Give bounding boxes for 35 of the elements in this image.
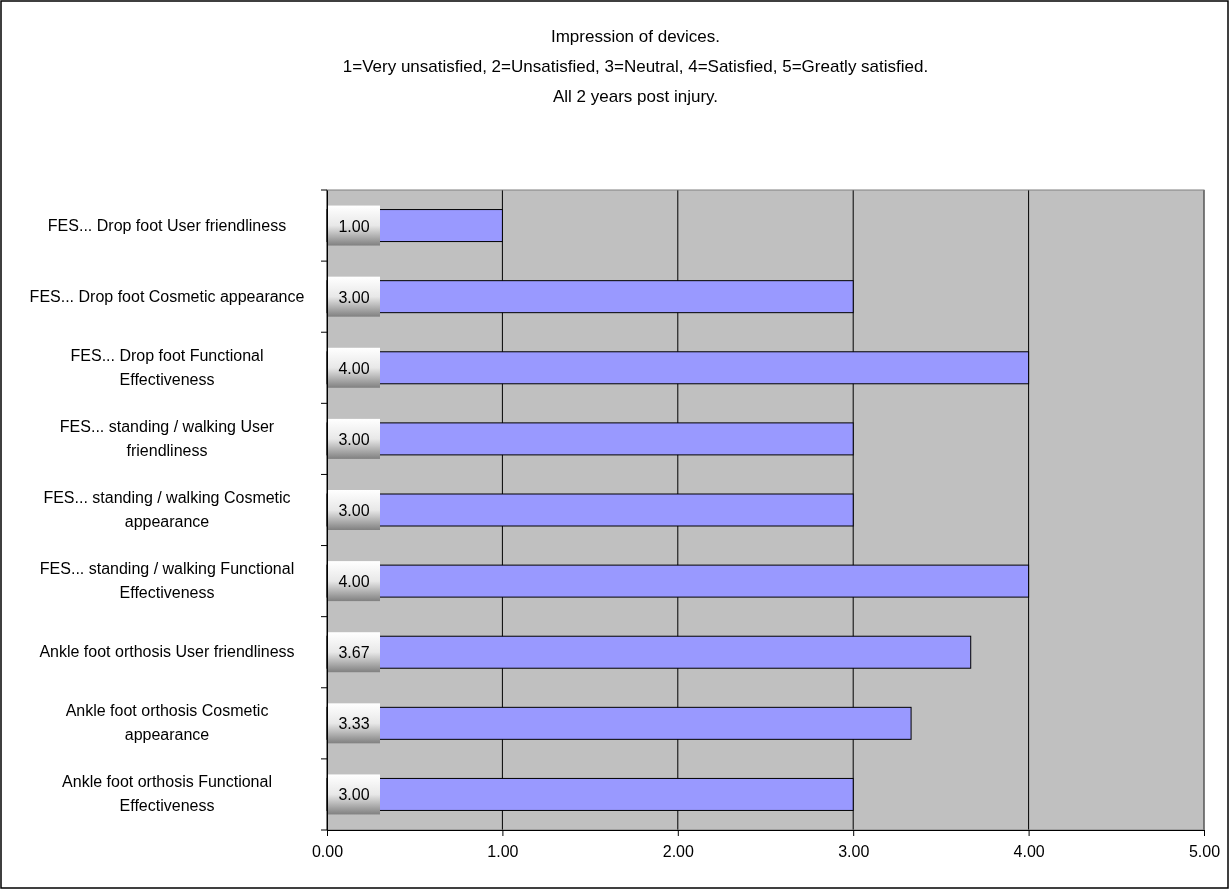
- y-tick-label: Ankle foot orthosis User friendliness: [39, 643, 295, 661]
- chart-subtitle: 1=Very unsatisfied, 2=Unsatisfied, 3=Neutral, 4=Satisfied, 5=Greatly satisfied. All 2 years post injury.: [342, 57, 929, 106]
- chart-title: Impression of devices.: [550, 27, 721, 46]
- x-tick-label: 2.00: [662, 843, 694, 861]
- value-label: 3.00: [328, 276, 380, 317]
- data-label: 3.33: [338, 715, 370, 733]
- value-label: 3.00: [328, 774, 380, 815]
- data-label: 1.00: [338, 217, 370, 235]
- y-tick-label: FES... standing / walking Functional Effectiveness: [39, 560, 295, 602]
- y-tick-label: FES... Drop foot Cosmetic appearance: [29, 287, 305, 305]
- x-tick-label: 5.00: [1188, 843, 1221, 861]
- x-tick-label: 0.00: [311, 843, 344, 861]
- value-label: 4.00: [328, 561, 380, 602]
- y-tick-label: FES... standing / walking User friendliness: [59, 417, 275, 459]
- data-label: 3.00: [338, 430, 370, 448]
- y-tick-label: FES... Drop foot Functional Effectiveness: [70, 346, 264, 388]
- value-label: 3.00: [328, 490, 380, 530]
- x-tick-label: 3.00: [838, 843, 870, 861]
- value-label: 4.00: [328, 347, 380, 388]
- data-label: 4.00: [338, 359, 370, 377]
- data-label: 4.00: [338, 573, 370, 591]
- y-tick-label: FES... Drop foot User friendliness: [47, 216, 287, 234]
- y-tick-label: Ankle foot orthosis Cosmetic appearance: [65, 702, 269, 744]
- x-tick-label: 4.00: [1013, 843, 1045, 861]
- data-label: 3.00: [338, 786, 370, 804]
- data-label: 3.00: [338, 502, 370, 519]
- y-tick-label: FES... standing / walking Cosmetic appearance: [43, 489, 291, 530]
- data-label: 3.00: [338, 288, 370, 306]
- value-label: 3.00: [328, 418, 380, 459]
- data-label: 3.67: [338, 644, 370, 662]
- value-label: 3.33: [328, 703, 380, 744]
- value-label: 1.00: [328, 205, 380, 246]
- y-tick-label: Ankle foot orthosis Functional Effectiveness: [62, 773, 272, 815]
- value-label: 3.67: [328, 632, 380, 673]
- x-tick-label: 1.00: [487, 843, 519, 861]
